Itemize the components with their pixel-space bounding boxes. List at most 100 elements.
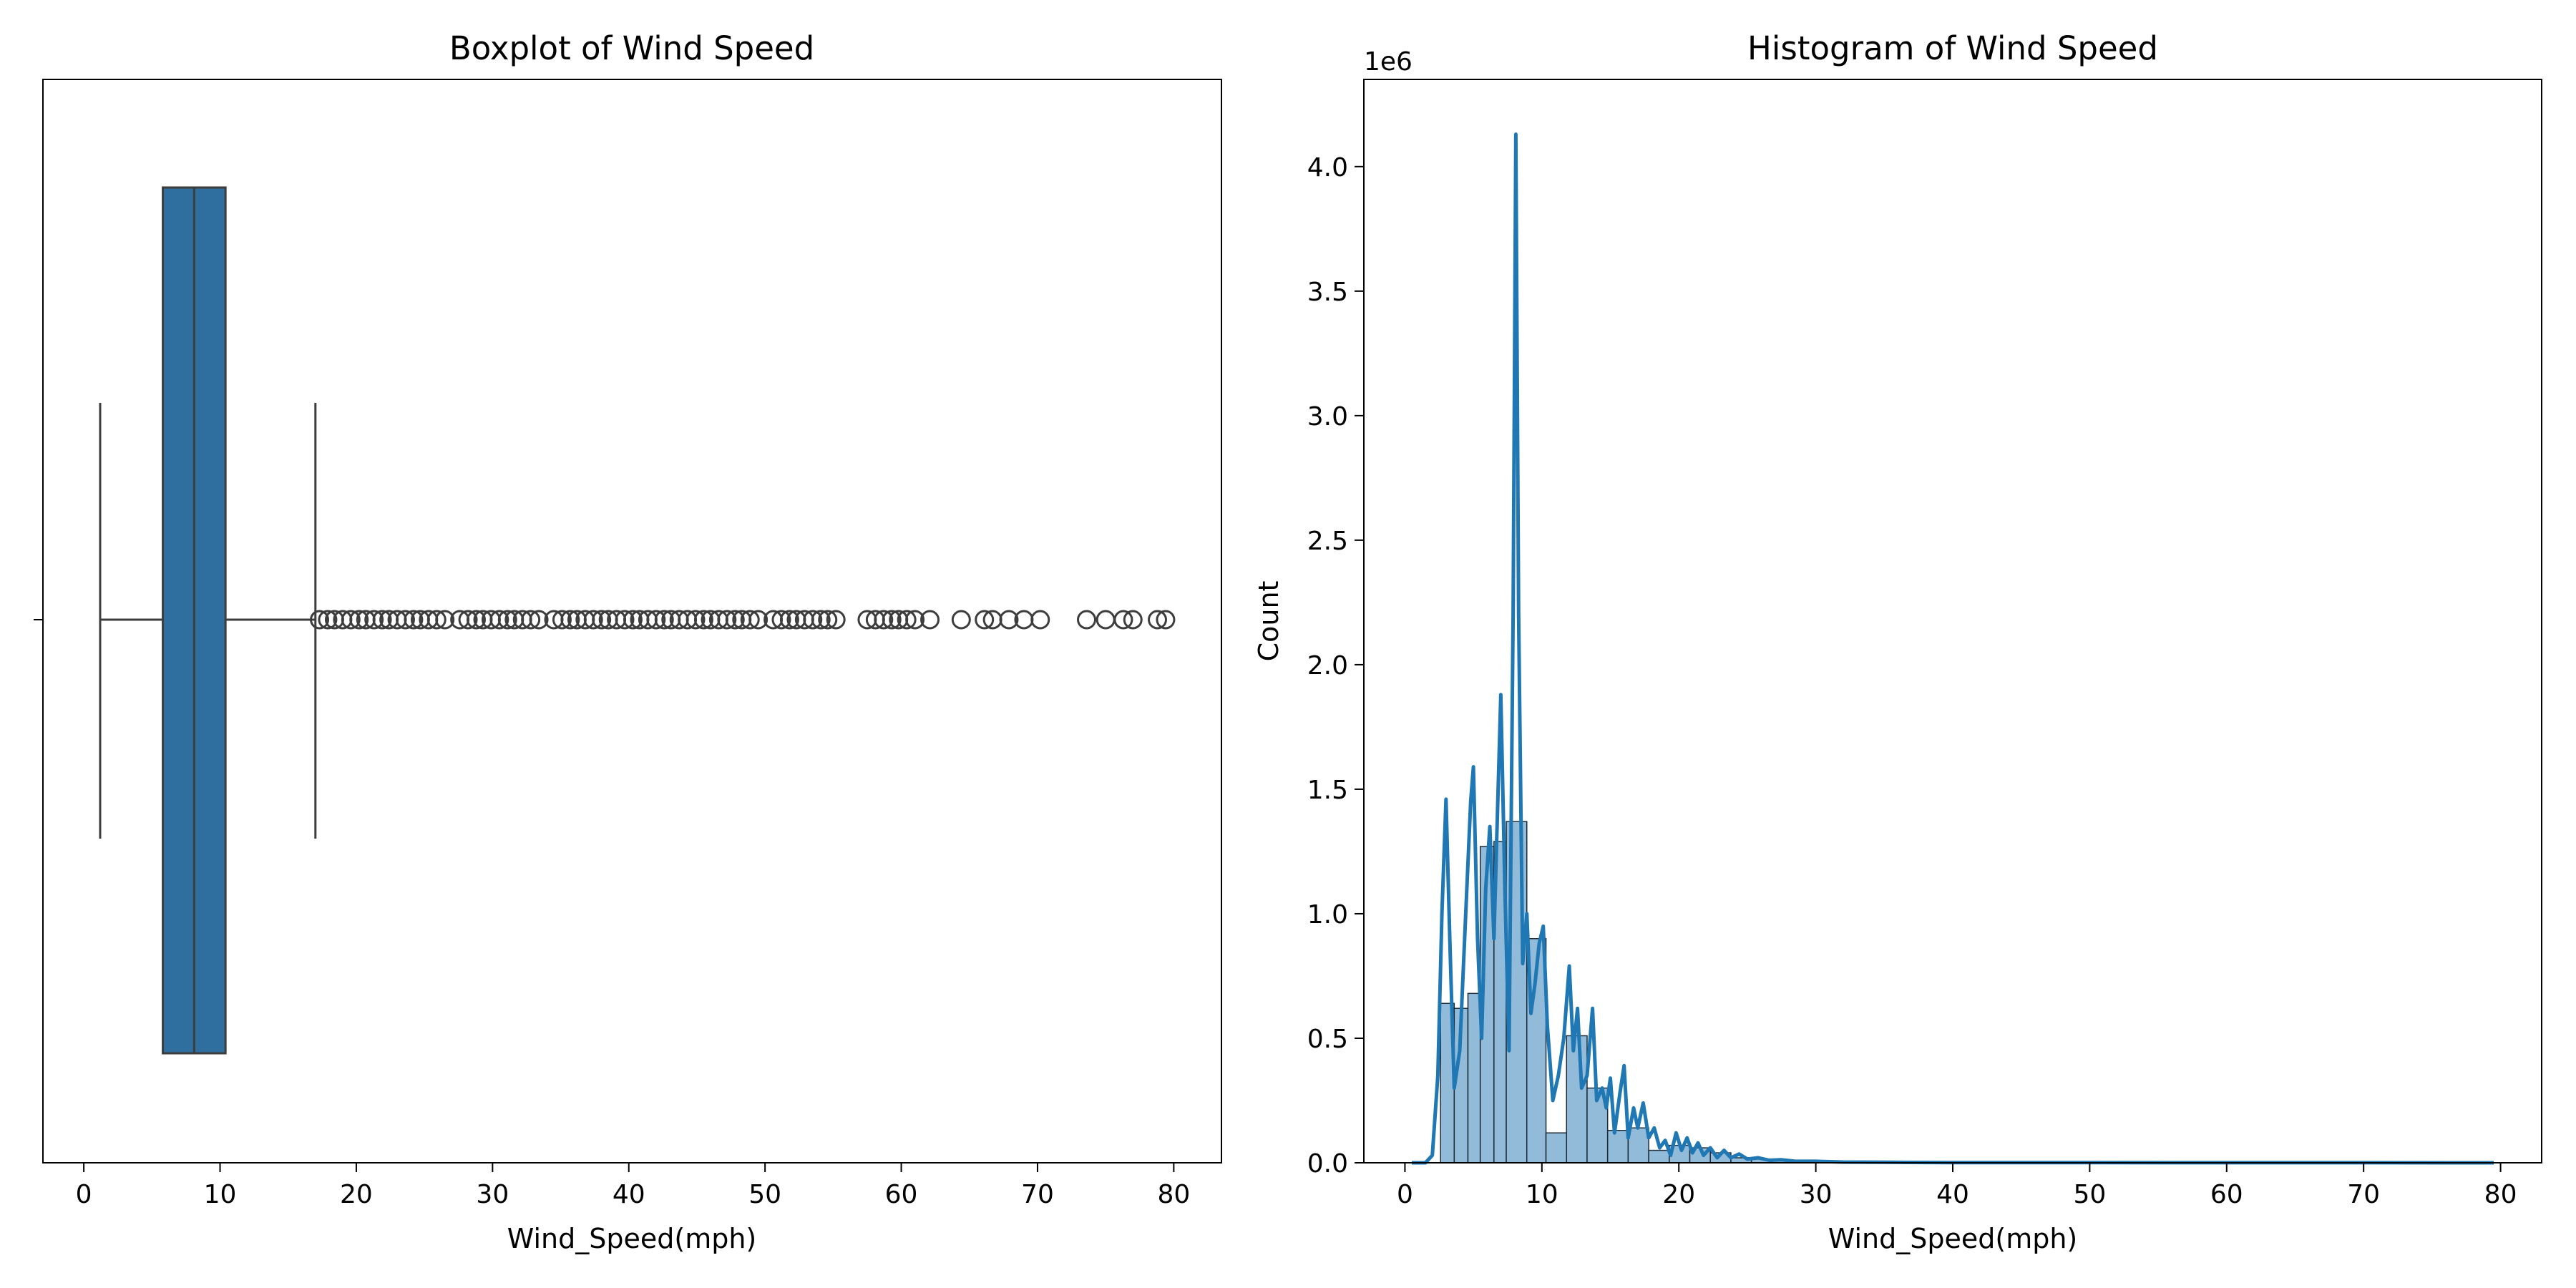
histogram-x-tick-label: 0 bbox=[1397, 1180, 1413, 1209]
boxplot-outliers bbox=[310, 610, 1176, 630]
histogram-x-ticks: 0 10 20 30 40 50 60 70 80 bbox=[1397, 1163, 2517, 1209]
boxplot-outlier-point bbox=[771, 610, 791, 630]
boxplot-outlier-point bbox=[725, 610, 745, 630]
boxplot-outlier-point bbox=[404, 610, 424, 630]
boxplot-axes-frame bbox=[42, 79, 1222, 1163]
histogram-x-axis-label: Wind_Speed(mph) bbox=[1828, 1223, 2078, 1254]
boxplot-outlier-point bbox=[748, 610, 769, 630]
histogram-y-ticks: 0.0 0.5 1.0 1.5 2.0 2.5 3.0 3.5 4.0 bbox=[1307, 153, 1364, 1179]
boxplot-outlier-point bbox=[920, 610, 940, 630]
boxplot-x-tick-label: 20 bbox=[340, 1180, 373, 1209]
boxplot-panel: Boxplot of Wind Speed 0 10 20 30 40 50 60 70 80 … bbox=[34, 29, 1222, 1254]
boxplot-outlier-point bbox=[811, 610, 831, 630]
boxplot-outlier-point bbox=[372, 610, 392, 630]
histogram-x-tick-label: 80 bbox=[2484, 1180, 2517, 1209]
boxplot-outlier-point bbox=[897, 610, 917, 630]
boxplot-outlier-point bbox=[975, 610, 995, 630]
boxplot-outlier-point bbox=[364, 610, 384, 630]
boxplot-outlier-point bbox=[1113, 610, 1133, 630]
boxplot-x-axis-label: Wind_Speed(mph) bbox=[507, 1223, 757, 1254]
boxplot-outlier-point bbox=[693, 610, 713, 630]
histogram-kde-line bbox=[1412, 132, 2494, 1165]
boxplot-outlier-point bbox=[826, 610, 846, 630]
boxplot-outlier-point bbox=[529, 610, 549, 630]
histogram-bar bbox=[1606, 1130, 1629, 1163]
boxplot-x-ticks: 0 10 20 30 40 50 60 70 80 bbox=[76, 1163, 1190, 1209]
boxplot-outlier-point bbox=[803, 610, 823, 630]
histogram-x-tick-label: 10 bbox=[1526, 1180, 1558, 1209]
histogram-bar bbox=[1545, 1132, 1568, 1163]
histogram-y-tick-label: 3.5 bbox=[1307, 278, 1348, 307]
histogram-y-tick-label: 3.0 bbox=[1307, 402, 1348, 431]
boxplot-outlier-point bbox=[310, 610, 330, 630]
boxplot-outlier-point bbox=[521, 610, 541, 630]
boxplot-x-tick-label: 40 bbox=[613, 1180, 645, 1209]
histogram-x-tick-label: 30 bbox=[1800, 1180, 1833, 1209]
histogram-bar bbox=[1648, 1149, 1670, 1163]
histogram-axes-frame bbox=[1363, 79, 2542, 1163]
histogram-y-tick-label: 0.0 bbox=[1307, 1149, 1348, 1179]
boxplot-outlier-point bbox=[882, 610, 902, 630]
boxplot-marks bbox=[99, 186, 317, 1055]
histogram-y-tick-label: 2.0 bbox=[1307, 651, 1348, 680]
boxplot-outlier-point bbox=[905, 610, 925, 630]
histogram-bar bbox=[1566, 1035, 1588, 1163]
boxplot-outlier-point bbox=[646, 610, 666, 630]
boxplot-x-tick-label: 70 bbox=[1021, 1180, 1054, 1209]
histogram-x-tick-label: 40 bbox=[1936, 1180, 1969, 1209]
boxplot-outlier-point bbox=[951, 610, 971, 630]
boxplot-outlier-point bbox=[818, 610, 838, 630]
histogram-x-tick-label: 60 bbox=[2210, 1180, 2243, 1209]
boxplot-outlier-point bbox=[874, 610, 894, 630]
boxplot-outlier-point bbox=[592, 610, 612, 630]
boxplot-outlier-point bbox=[395, 610, 415, 630]
histogram-y-tick-label: 4.0 bbox=[1307, 153, 1348, 182]
histogram-bar bbox=[1467, 992, 1481, 1163]
boxplot-outlier-point bbox=[560, 610, 580, 630]
histogram-panel: Histogram of Wind Speed 1e6 0 10 20 30 40 50 6… bbox=[1253, 29, 2542, 1254]
boxplot-outlier-point bbox=[426, 610, 447, 630]
boxplot-outlier-point bbox=[999, 610, 1019, 630]
boxplot-outlier-point bbox=[1148, 610, 1168, 630]
boxplot-outlier-point bbox=[1030, 610, 1050, 630]
boxplot-outlier-point bbox=[349, 610, 369, 630]
boxplot-outlier-point bbox=[435, 610, 455, 630]
boxplot-outlier-point bbox=[740, 610, 760, 630]
histogram-x-tick-label: 70 bbox=[2347, 1180, 2380, 1209]
histogram-x-tick-label: 20 bbox=[1662, 1180, 1695, 1209]
boxplot-x-tick-label: 10 bbox=[204, 1180, 237, 1209]
histogram-title: Histogram of Wind Speed bbox=[1747, 29, 2158, 67]
histogram-bar bbox=[1627, 1127, 1649, 1163]
boxplot-outlier-point bbox=[1123, 610, 1143, 630]
boxplot-outlier-point bbox=[779, 610, 799, 630]
boxplot-outlier-point bbox=[686, 610, 706, 630]
boxplot-outlier-point bbox=[497, 610, 517, 630]
histogram-y-tick-label: 1.5 bbox=[1307, 776, 1348, 805]
boxplot-outlier-point bbox=[1076, 610, 1096, 630]
histogram-y-tick-label: 2.5 bbox=[1307, 527, 1348, 556]
boxplot-x-tick-label: 60 bbox=[885, 1180, 918, 1209]
boxplot-x-tick-label: 0 bbox=[76, 1180, 92, 1209]
boxplot-outlier-point bbox=[717, 610, 737, 630]
boxplot-outlier-point bbox=[458, 610, 478, 630]
boxplot-outlier-point bbox=[623, 610, 643, 630]
boxplot-x-tick-label: 50 bbox=[748, 1180, 781, 1209]
boxplot-outlier-point bbox=[466, 610, 486, 630]
boxplot-outlier-point bbox=[615, 610, 635, 630]
histogram-y-offset-label: 1e6 bbox=[1364, 47, 1413, 77]
boxplot-x-tick-label: 30 bbox=[476, 1180, 509, 1209]
boxplot-x-tick-label: 80 bbox=[1157, 1180, 1190, 1209]
boxplot-outlier-point bbox=[583, 610, 603, 630]
boxplot-title: Boxplot of Wind Speed bbox=[449, 29, 814, 67]
histogram-x-tick-label: 50 bbox=[2073, 1180, 2106, 1209]
boxplot-outlier-point bbox=[318, 610, 338, 630]
boxplot-outlier-point bbox=[654, 610, 674, 630]
histogram-y-tick-label: 1.0 bbox=[1307, 900, 1348, 930]
boxplot-outlier-point bbox=[489, 610, 509, 630]
boxplot-outlier-point bbox=[341, 610, 361, 630]
boxplot-outlier-point bbox=[552, 610, 572, 630]
boxplot-outlier-point bbox=[1156, 610, 1176, 630]
histogram-y-axis-label: Count bbox=[1253, 581, 1284, 662]
